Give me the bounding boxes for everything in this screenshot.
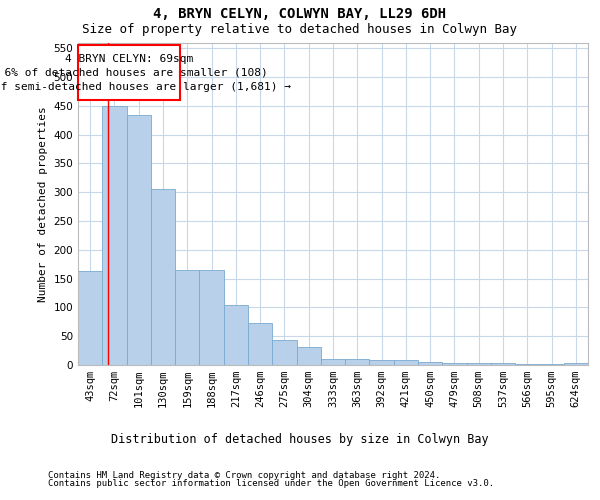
Bar: [345, 359, 370, 365]
Bar: [418, 362, 442, 365]
Bar: [539, 364, 564, 365]
Text: 4, BRYN CELYN, COLWYN BAY, LL29 6DH: 4, BRYN CELYN, COLWYN BAY, LL29 6DH: [154, 8, 446, 22]
Bar: [442, 364, 467, 365]
Bar: [151, 190, 175, 365]
Bar: [102, 106, 127, 365]
Bar: [467, 364, 491, 365]
Bar: [248, 323, 272, 365]
Bar: [370, 360, 394, 365]
Bar: [78, 271, 102, 365]
Bar: [79, 46, 180, 100]
Bar: [515, 364, 539, 365]
Bar: [272, 340, 296, 365]
Bar: [175, 270, 199, 365]
Text: Contains HM Land Registry data © Crown copyright and database right 2024.: Contains HM Land Registry data © Crown c…: [48, 470, 440, 480]
Bar: [127, 115, 151, 365]
Bar: [491, 364, 515, 365]
Bar: [224, 304, 248, 365]
Bar: [296, 346, 321, 365]
Text: Size of property relative to detached houses in Colwyn Bay: Size of property relative to detached ho…: [83, 22, 517, 36]
Bar: [199, 270, 224, 365]
Text: 4 BRYN CELYN: 69sqm
← 6% of detached houses are smaller (108)
93% of semi-detach: 4 BRYN CELYN: 69sqm ← 6% of detached hou…: [0, 54, 291, 92]
Text: Distribution of detached houses by size in Colwyn Bay: Distribution of detached houses by size …: [111, 432, 489, 446]
Bar: [321, 359, 345, 365]
Y-axis label: Number of detached properties: Number of detached properties: [38, 106, 48, 302]
Text: Contains public sector information licensed under the Open Government Licence v3: Contains public sector information licen…: [48, 479, 494, 488]
Bar: [564, 362, 588, 365]
Bar: [394, 360, 418, 365]
